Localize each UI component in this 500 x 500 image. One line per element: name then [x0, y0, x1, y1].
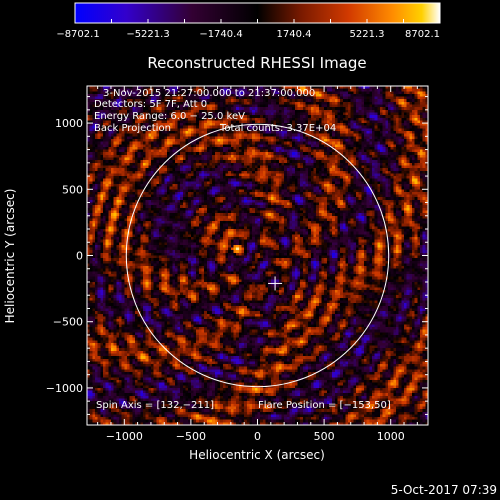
solar-limb-circle	[125, 123, 390, 388]
y-tick-label: −500	[53, 316, 83, 329]
colorbar: −8702.1 −5221.3 −1740.4 1740.4 5221.3 8702.1	[56, 2, 441, 40]
colorbar-tick-label: 5221.3	[350, 29, 385, 40]
colorbar-tick-label: −1740.4	[199, 29, 242, 40]
chart-title: Reconstructed RHESSI Image	[147, 54, 366, 72]
spin-axis-marker	[268, 276, 283, 291]
annotation-detectors: Detectors: 5F 7F, Att 0	[94, 99, 207, 110]
colorbar-tick-label: 8702.1	[405, 29, 440, 40]
footer-timestamp: 5-Oct-2017 07:39	[391, 483, 497, 497]
colorbar-tick-label: −8702.1	[56, 29, 99, 40]
heatmap-image	[87, 86, 428, 425]
colorbar-tick-label: −5221.3	[126, 29, 169, 40]
x-tick-label: 0	[254, 430, 261, 443]
annotation-energy-range: Energy Range: 6.0 − 25.0 keV	[94, 111, 245, 122]
annotation-date-range: 3-Nov-2015 21:27:00.000 to 21:37:00.000	[103, 88, 315, 99]
axis-ticks: −1000 −500 0 500 1000 −1000 −500 0 500 1000	[46, 86, 428, 443]
x-tick-label: 1000	[377, 430, 405, 443]
y-tick-label: 500	[62, 183, 83, 196]
annotation-spin-axis: Spin Axis = [132,−211]	[96, 400, 214, 411]
colorbar-tick-label: 1740.4	[277, 29, 312, 40]
y-tick-label: −1000	[46, 382, 83, 395]
colorbar-ticks: −8702.1 −5221.3 −1740.4 1740.4 5221.3 8702.1	[56, 19, 440, 40]
y-tick-label: 1000	[55, 117, 83, 130]
y-tick-label: 0	[76, 250, 83, 263]
annotation-flare-position: Flare Position = [−153,50]	[258, 400, 391, 411]
annotation-method: Back Projection	[94, 123, 171, 134]
x-axis-label: Heliocentric X (arcsec)	[189, 448, 325, 462]
plot-area: −1000 −500 0 500 1000 −1000 −500 0 500 1000 3-Nov…	[46, 85, 429, 443]
annotation-total-counts: Total counts: 3.37E+04	[219, 123, 336, 134]
x-tick-label: 500	[314, 430, 335, 443]
x-tick-label: −1000	[106, 430, 143, 443]
y-axis-label: Heliocentric Y (arcsec)	[3, 189, 17, 324]
x-tick-label: −500	[176, 430, 206, 443]
